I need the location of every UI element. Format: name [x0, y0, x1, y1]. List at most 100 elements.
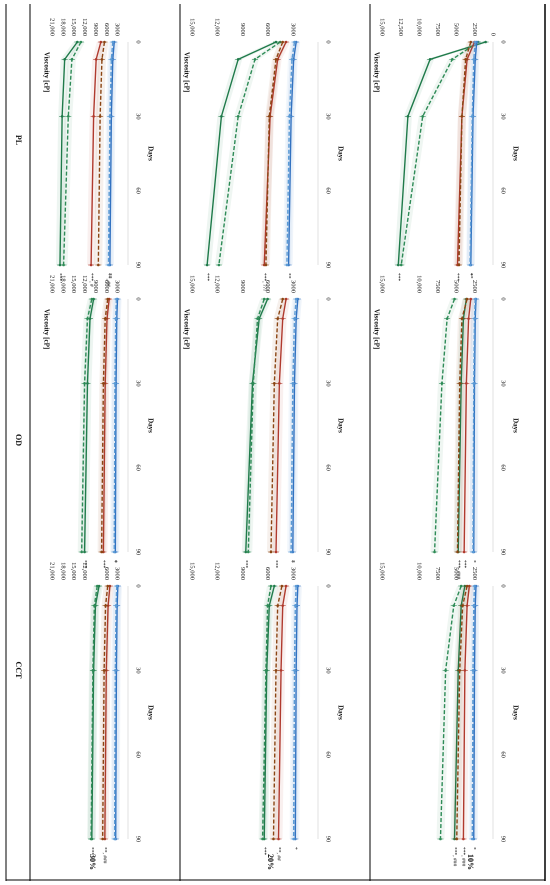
- series-line: [400, 41, 479, 266]
- x-tick-label: 30: [325, 113, 332, 120]
- x-tick-label: 0: [135, 584, 142, 587]
- significance-label: *: [470, 560, 476, 563]
- series-line: [469, 41, 476, 266]
- y-tick-label: 2500: [471, 280, 478, 293]
- x-tick-label: 60: [325, 751, 332, 758]
- y-tick-label: 6000: [264, 280, 271, 293]
- series-band: [266, 299, 287, 552]
- series-line: [265, 41, 284, 266]
- y-tick-label: 0: [490, 33, 497, 36]
- significance-label: ***: [261, 847, 267, 856]
- y-tick-label: 3000: [289, 280, 296, 293]
- x-axis-label: Days: [336, 705, 344, 720]
- series-line: [472, 298, 476, 553]
- y-tick-label: 3000: [114, 280, 121, 293]
- series-line: [218, 41, 281, 266]
- y-tick-label: 10,000: [416, 275, 423, 293]
- y-tick-label: 12,000: [81, 275, 88, 293]
- chart-pl-20pct: Days 3000 6000 9000 12,000 15,000 Viscosity [c…: [182, 18, 344, 292]
- chart-od-30pct: Days 3000 6000 9000 12,000 15,000 18,00021,000…: [42, 275, 154, 568]
- col-header-od: OD: [14, 434, 23, 446]
- significance-label: **: [468, 273, 474, 279]
- significance-label: **, ##: [105, 273, 111, 287]
- series-band: [430, 299, 459, 552]
- x-tick-label: 60: [325, 187, 332, 194]
- x-tick-label: 30: [325, 380, 332, 387]
- x-tick-label: 90: [135, 262, 142, 269]
- chart-od-10pct: Days 2500 5000 7500 10,000 15,000 Viscosity [c…: [372, 275, 519, 579]
- significance-label: *: [467, 273, 473, 276]
- series-line: [247, 298, 265, 553]
- y-tick-label: 3000: [289, 23, 296, 36]
- series-line: [453, 585, 466, 840]
- series-line: [113, 585, 118, 840]
- y-axis-label: Viscosity [cP]: [42, 309, 50, 349]
- col-header-cct: CCT: [14, 662, 23, 680]
- series-line: [101, 585, 109, 840]
- series-line: [462, 585, 471, 840]
- significance-label: ***: [395, 273, 401, 282]
- significance-label: **: [107, 273, 113, 279]
- y-tick-label: 15,000: [379, 562, 386, 580]
- series-band: [258, 586, 275, 839]
- chart-pl-10pct: Days 0 2500 5000 7500 10,000 12,500 15,000 Visco…: [372, 18, 519, 281]
- series-band: [274, 586, 291, 839]
- x-tick-label: 0: [500, 584, 507, 587]
- y-tick-label: 3000: [289, 567, 296, 580]
- significance-label: ***: [81, 560, 87, 569]
- series-line: [272, 585, 283, 840]
- y-tick-label: 21,000: [49, 18, 56, 36]
- series-line: [90, 41, 102, 266]
- y-tick-label: 12,000: [214, 562, 221, 580]
- series-line: [206, 41, 277, 266]
- x-tick-label: 30: [500, 667, 507, 674]
- significance-label: ***, ###: [460, 847, 466, 867]
- series-band: [77, 299, 96, 552]
- x-tick-label: 0: [325, 40, 332, 43]
- series-band: [98, 586, 112, 839]
- y-tick-label: 15,000: [379, 275, 386, 293]
- x-tick-label: 30: [135, 380, 142, 387]
- significance-label: *: [111, 560, 117, 563]
- series-line: [456, 298, 468, 553]
- series-line: [286, 41, 296, 266]
- x-tick-label: 30: [500, 380, 507, 387]
- significance-label: *: [290, 560, 296, 563]
- series-line: [97, 41, 106, 266]
- series-band: [450, 586, 469, 839]
- chart-pl-30pct: Days 3000 6000 9000 12,000 15,000 18,00021,000…: [42, 18, 154, 287]
- x-tick-label: 90: [325, 836, 332, 843]
- significance-label: *: [470, 847, 476, 850]
- y-tick-label: 18,000: [59, 275, 66, 293]
- series-band: [436, 586, 466, 839]
- y-tick-label: 9000: [239, 280, 246, 293]
- x-tick-label: 60: [135, 751, 142, 758]
- series-line: [470, 41, 478, 266]
- y-tick-label: 12,000: [214, 275, 221, 293]
- series-line: [114, 585, 119, 840]
- y-tick-label: 3000: [114, 23, 121, 36]
- significance-label: ***: [100, 560, 106, 569]
- series-line: [292, 298, 299, 553]
- x-tick-label: 0: [500, 40, 507, 43]
- y-tick-label: 12,500: [397, 18, 404, 36]
- row-header-20pct: 20%: [266, 854, 275, 870]
- series-line: [287, 41, 297, 266]
- y-tick-label: 15,000: [189, 275, 196, 293]
- x-tick-label: 60: [135, 187, 142, 194]
- series-band: [453, 299, 472, 552]
- significance-label: **, ##: [275, 847, 281, 861]
- x-tick-label: 0: [325, 297, 332, 300]
- y-axis-label: Viscosity [cP]: [372, 52, 380, 92]
- series-line: [471, 585, 476, 840]
- series-band: [97, 299, 112, 552]
- series-line: [263, 585, 275, 840]
- series-line: [114, 298, 119, 553]
- y-tick-label: 6000: [103, 567, 110, 580]
- y-tick-label: 7500: [434, 280, 441, 293]
- significance-label: ***: [461, 560, 467, 569]
- x-tick-label: 90: [500, 549, 507, 556]
- y-tick-label: 21,000: [49, 562, 56, 580]
